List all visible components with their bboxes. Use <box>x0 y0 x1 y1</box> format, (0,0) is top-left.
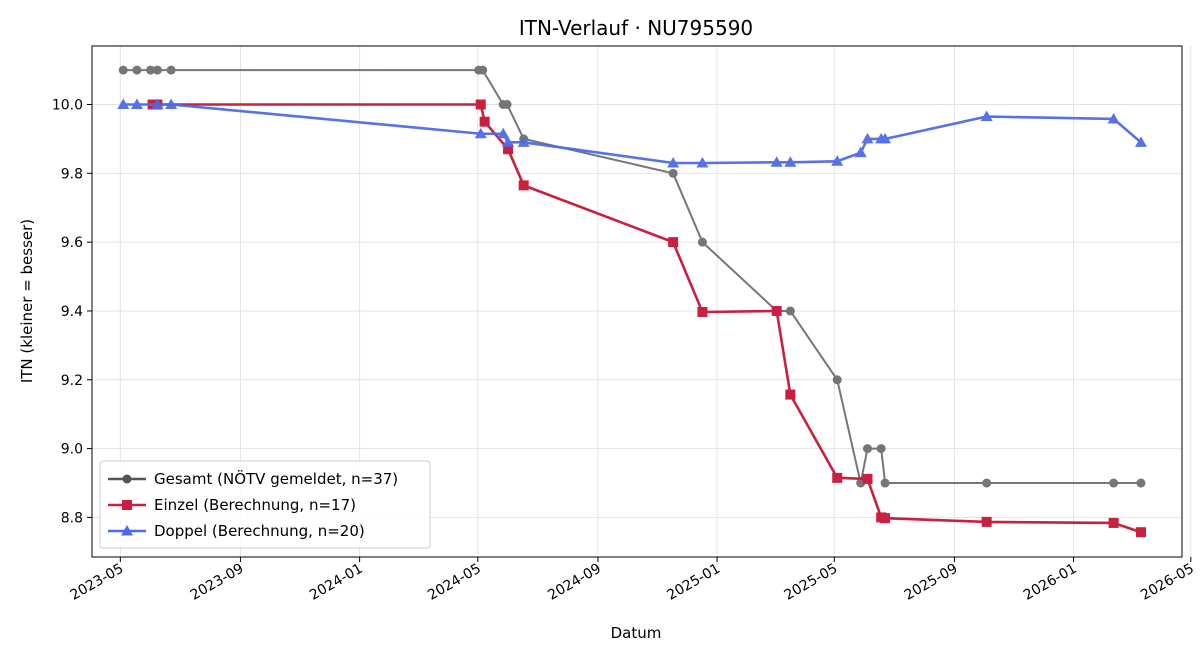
y-axis-title: ITN (kleiner = besser) <box>18 219 36 383</box>
data-point <box>771 305 782 316</box>
legend-label: Gesamt (NÖTV gemeldet, n=37) <box>154 469 398 488</box>
legend-box <box>99 460 431 549</box>
legend-label: Einzel (Berechnung, n=17) <box>154 496 356 514</box>
data-point <box>667 156 680 168</box>
data-point <box>668 168 678 178</box>
data-point <box>982 478 992 488</box>
data-point <box>1135 527 1146 538</box>
data-point <box>475 99 486 110</box>
data-point <box>980 110 993 122</box>
data-point <box>863 444 873 454</box>
data-point <box>831 155 844 166</box>
data-point <box>478 65 488 75</box>
data-point <box>697 306 708 317</box>
legend-marker <box>122 500 132 510</box>
data-point <box>862 473 873 484</box>
data-point <box>981 516 992 527</box>
data-point <box>668 237 679 248</box>
data-point <box>785 306 795 316</box>
data-point <box>696 156 709 168</box>
data-point <box>1134 136 1147 147</box>
data-point <box>151 98 164 109</box>
data-point <box>479 116 490 127</box>
chart-title: ITN-Verlauf · NU795590 <box>519 16 753 40</box>
y-tick-label: 9.2 <box>61 373 83 389</box>
data-point <box>497 127 510 139</box>
data-point <box>1108 517 1119 528</box>
data-point <box>880 513 891 524</box>
y-tick-label: 9.4 <box>61 304 83 320</box>
data-point <box>130 98 143 109</box>
y-tick-label: 9.0 <box>61 442 83 458</box>
data-point <box>785 389 796 400</box>
data-point <box>854 146 867 158</box>
data-point <box>1109 478 1119 488</box>
series-layer <box>117 65 1147 538</box>
x-axis-title: Datum <box>611 624 662 642</box>
y-tick-label: 9.6 <box>61 235 83 251</box>
legend: Gesamt (NÖTV gemeldet, n=37) Einzel (Bere… <box>99 460 431 549</box>
legend-label: Doppel (Berechnung, n=20) <box>154 522 365 540</box>
data-point <box>1136 478 1146 488</box>
legend-marker <box>121 525 133 536</box>
data-point <box>146 65 156 75</box>
data-point <box>502 99 512 109</box>
series-line <box>123 69 1141 485</box>
legend-marker <box>122 474 132 484</box>
data-point <box>861 132 874 144</box>
data-point <box>518 180 529 191</box>
data-point <box>132 65 142 75</box>
data-point <box>503 144 514 155</box>
data-point <box>832 472 843 483</box>
series-triangle <box>117 98 1147 168</box>
data-point <box>784 156 797 167</box>
data-point <box>880 478 890 488</box>
data-point <box>517 136 530 147</box>
data-point <box>165 98 178 109</box>
y-tick-label: 8.8 <box>61 510 83 526</box>
data-point <box>832 375 842 385</box>
data-point <box>118 65 128 75</box>
data-point <box>697 237 707 247</box>
data-point <box>474 127 487 139</box>
y-tick-label: 9.8 <box>61 166 83 182</box>
data-point <box>166 65 176 75</box>
data-point <box>152 65 162 75</box>
data-point <box>1107 112 1120 124</box>
data-point <box>770 156 783 167</box>
plot-frame <box>91 45 1183 558</box>
y-tick-label: 10.0 <box>52 97 83 113</box>
data-point <box>117 98 130 109</box>
data-point <box>502 136 515 147</box>
data-point <box>876 444 886 454</box>
data-point <box>879 132 892 144</box>
